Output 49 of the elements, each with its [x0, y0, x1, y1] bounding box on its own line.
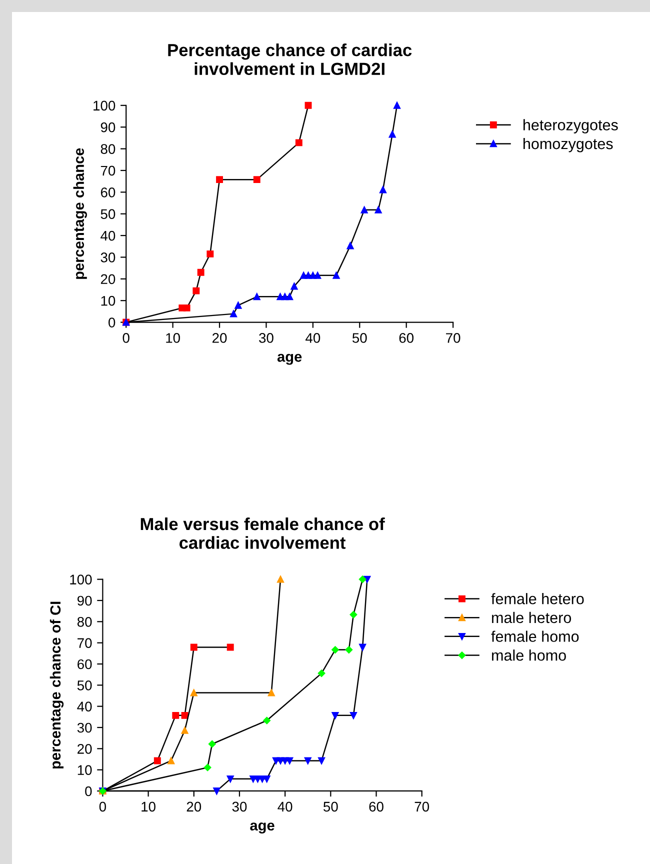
x-tick-label: 0 [122, 333, 130, 343]
y-tick-label: 0 [108, 318, 116, 328]
x-tick-label: 50 [352, 333, 367, 343]
legend-label: homozygotes [524, 138, 613, 152]
y-tick-label: 70 [78, 638, 92, 648]
y-tick-label: 40 [100, 230, 116, 241]
x-tick-label: 20 [186, 802, 202, 812]
y-tick-label: 80 [77, 616, 92, 627]
y-tick-label: 40 [77, 702, 92, 712]
chart-title: Male versus female chance of cardiac involvement [140, 517, 385, 549]
x-tick-label: 70 [446, 333, 460, 343]
x-tick-label: 30 [232, 802, 247, 812]
x-tick-label: 70 [414, 802, 430, 812]
y-tick-label: 10 [101, 296, 116, 306]
y-tick-label: 100 [70, 574, 92, 584]
x-tick-label: 10 [142, 802, 156, 812]
x-tick-label: 30 [259, 333, 274, 343]
y-tick-label: 90 [100, 122, 116, 132]
y-tick-label: 10 [78, 765, 92, 775]
x-tick-label: 20 [212, 333, 227, 343]
y-tick-label: 50 [77, 680, 92, 690]
y-axis-title: percentage chance of CI [50, 602, 64, 768]
y-tick-label: 20 [78, 744, 92, 754]
y-tick-label: 20 [100, 274, 116, 284]
x-axis-title: age [250, 822, 274, 834]
x-tick-label: 60 [399, 333, 414, 343]
y-tick-label: 30 [77, 722, 92, 733]
legend-label: male homo [492, 650, 566, 661]
legend-label: female hetero [491, 593, 584, 604]
y-tick-label: 60 [100, 187, 116, 198]
legend-label: male hetero [492, 612, 572, 624]
y-tick-label: 60 [78, 659, 92, 670]
y-tick-label: 0 [85, 786, 92, 796]
x-tick-label: 60 [369, 802, 384, 812]
legend-label: female homo [491, 630, 579, 642]
legend-label: heterozygotes [524, 119, 618, 134]
x-tick-label: 40 [278, 802, 292, 812]
x-tick-label: 10 [166, 333, 180, 343]
y-tick-label: 90 [77, 596, 92, 606]
x-axis-title: age [277, 354, 302, 365]
chart-title: Percentage chance of cardiac involvement in LGMD2I [168, 43, 412, 76]
y-axis-title: percentage chance [73, 148, 87, 279]
y-tick-label: 30 [100, 252, 116, 262]
y-tick-label: 50 [100, 209, 116, 220]
x-tick-label: 50 [323, 802, 338, 812]
x-tick-label: 40 [306, 333, 320, 343]
y-tick-label: 80 [100, 144, 116, 154]
y-tick-label: 100 [94, 100, 116, 111]
y-tick-label: 70 [100, 166, 116, 176]
